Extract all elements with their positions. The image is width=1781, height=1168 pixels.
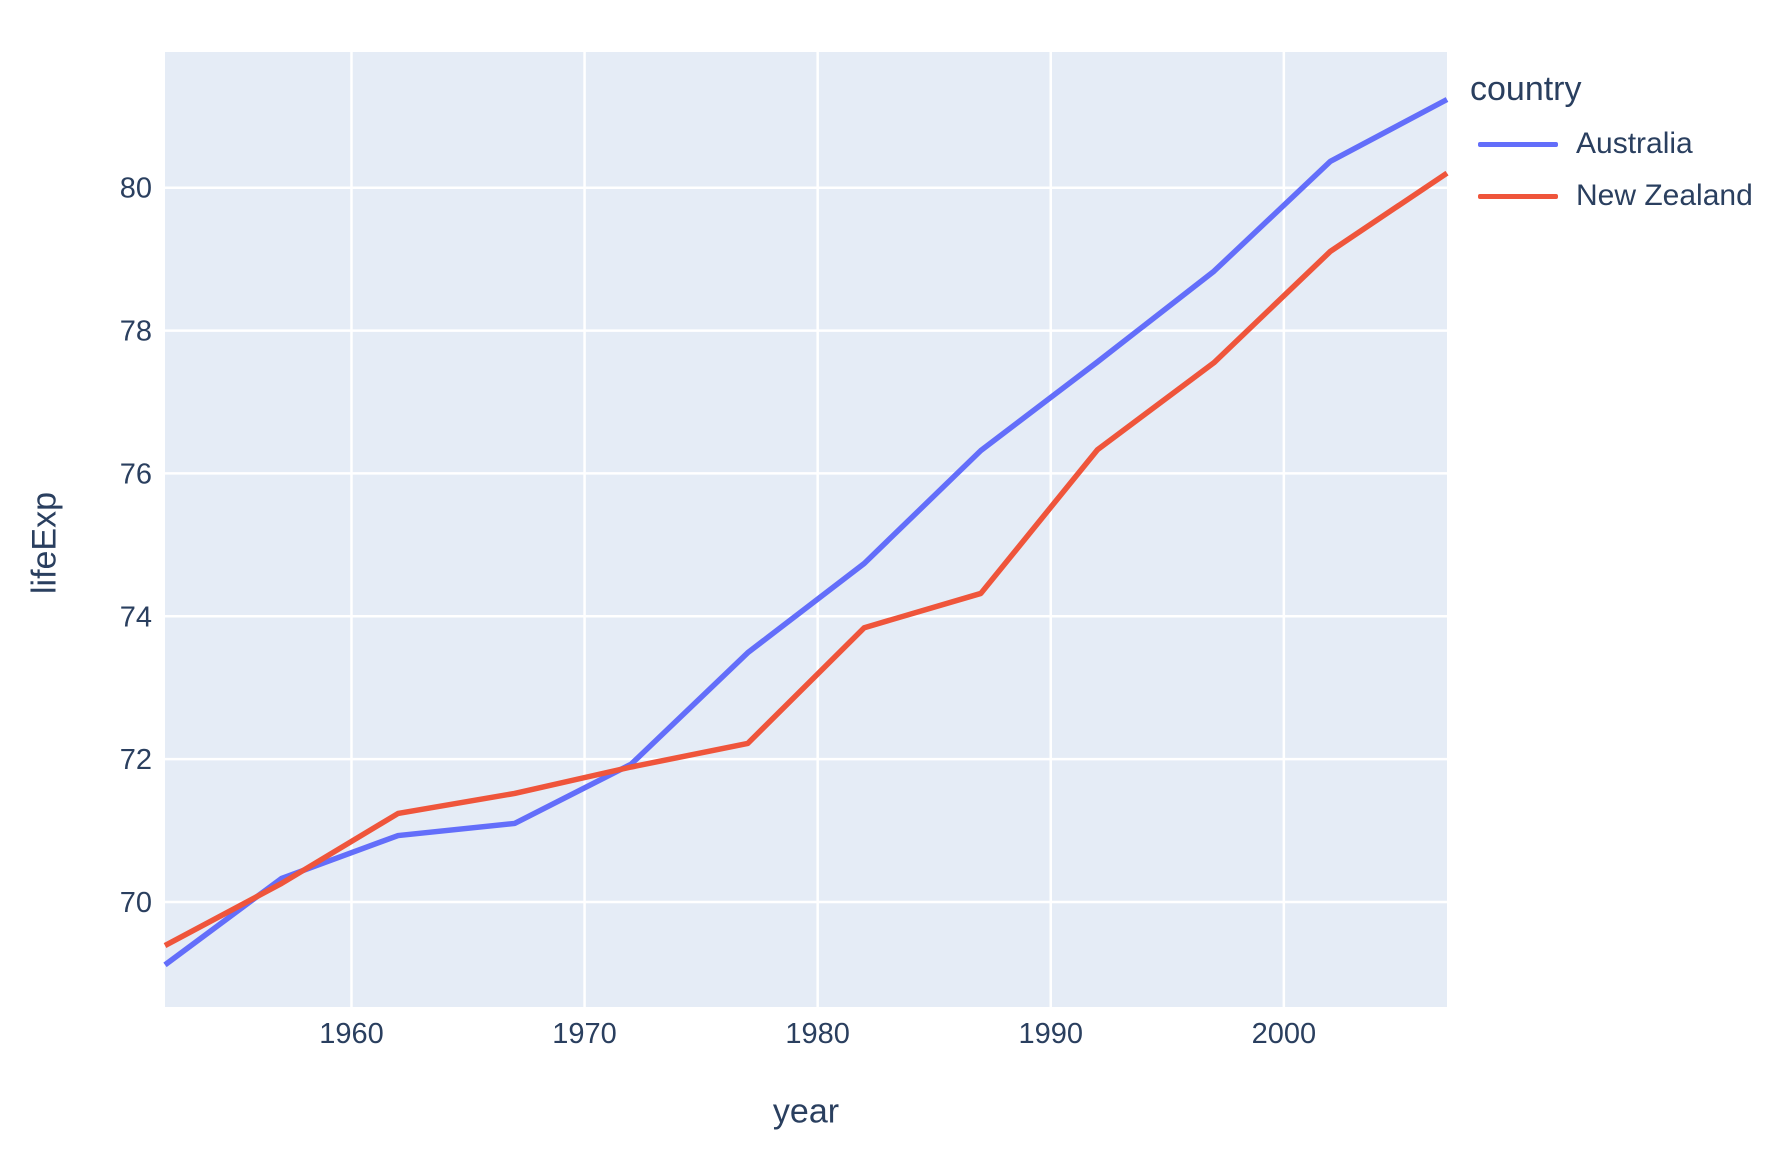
legend-swatch-australia (1478, 141, 1558, 147)
legend-item-label: New Zealand (1576, 179, 1753, 212)
y-axis-title: lifeExp (25, 491, 64, 595)
legend-swatch-new-zealand (1478, 193, 1558, 199)
legend-item-label: Australia (1576, 127, 1693, 160)
x-tick-label: 2000 (1252, 1018, 1317, 1050)
series-line-australia (163, 97, 1449, 968)
legend-item-australia[interactable]: Australia (1478, 127, 1753, 161)
y-tick-label: 78 (120, 316, 152, 348)
plot-background (165, 52, 1447, 1007)
legend-items: Australia New Zealand (1470, 127, 1753, 213)
series-line-new-zealand (163, 170, 1449, 948)
x-tick-label: 1960 (319, 1018, 384, 1050)
y-tick-label: 74 (120, 601, 152, 633)
x-tick-label: 1980 (785, 1018, 850, 1050)
y-tick-label: 70 (120, 887, 152, 919)
legend-item-new-zealand[interactable]: New Zealand (1478, 179, 1753, 213)
y-tick-label: 76 (120, 458, 152, 490)
x-tick-label: 1990 (1018, 1018, 1083, 1050)
y-tick-label: 72 (120, 744, 152, 776)
y-tick-label: 80 (120, 173, 152, 205)
legend: country Australia New Zealand (1470, 70, 1753, 231)
x-axis-title: year (772, 1092, 840, 1131)
legend-title: country (1470, 70, 1582, 108)
x-tick-label: 1970 (552, 1018, 617, 1050)
